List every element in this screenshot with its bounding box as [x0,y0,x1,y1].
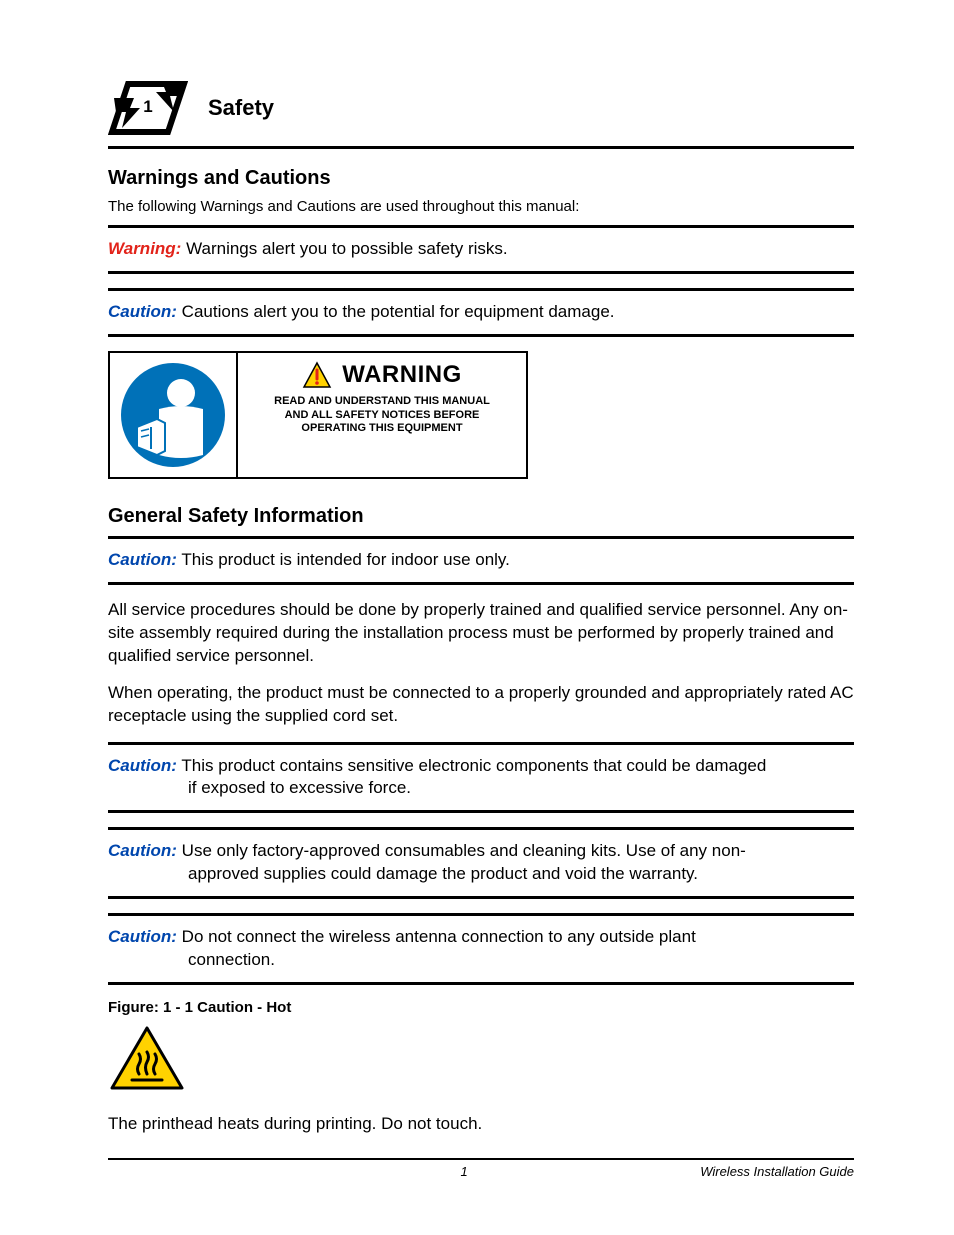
caution-text: Cautions alert you to the potential for … [182,302,615,321]
section-heading-gsi: General Safety Information [108,505,854,528]
caution-text-l2: if exposed to excessive force. [108,777,854,800]
chapter-rule [108,146,854,149]
chapter-header: 1 Safety [108,80,854,136]
caution-antenna-body: Caution: Do not connect the wireless ant… [108,920,854,978]
warning-label: Warning: [108,239,181,258]
hot-surface-triangle-icon [108,1024,186,1094]
page: 1 Safety Warnings and Cautions The follo… [0,0,954,1235]
warn-line3: OPERATING THIS EQUIPMENT [301,422,462,434]
caution-consumables-body: Caution: Use only factory-approved consu… [108,834,854,892]
warn-line1: READ AND UNDERSTAND THIS MANUAL [274,395,490,407]
footer-row: 1 Wireless Installation Guide [108,1164,854,1179]
rule [108,896,854,899]
warning-triangle-icon [302,361,332,389]
caution-antenna: Caution: Do not connect the wireless ant… [108,913,854,985]
caution-label: Caution: [108,550,177,569]
footer-doc-title: Wireless Installation Guide [700,1164,854,1179]
chapter-badge: 1 [108,80,188,136]
warning-panel: WARNING READ AND UNDERSTAND THIS MANUAL … [108,351,528,479]
rule [108,982,854,985]
caution-callout-body: Caution: Cautions alert you to the poten… [108,295,854,330]
caution-label: Caution: [108,756,177,775]
warning-panel-text: READ AND UNDERSTAND THIS MANUAL AND ALL … [274,395,490,436]
section-heading-warnings: Warnings and Cautions [108,167,854,190]
warn-line2: AND ALL SAFETY NOTICES BEFORE [285,409,480,421]
warning-heading-row: WARNING [302,361,462,389]
warnings-intro: The following Warnings and Cautions are … [108,198,854,215]
caution-label: Caution: [108,841,177,860]
footer-rule [108,1158,854,1160]
person-reading-manual-icon [117,359,229,471]
rule [108,288,854,291]
caution-callout: Caution: Cautions alert you to the poten… [108,288,854,337]
rule [108,334,854,337]
warning-text: Warnings alert you to possible safety ri… [186,239,508,258]
caution-indoor-body: Caution: This product is intended for in… [108,543,854,578]
gsi-para2: When operating, the product must be conn… [108,682,854,728]
footer-page-number: 1 [228,1164,700,1179]
caution-hot-icon [108,1024,854,1099]
caution-text: This product is intended for indoor use … [181,550,510,569]
chapter-number: 1 [143,97,152,117]
caution-text-l2: approved supplies could damage the produ… [108,863,854,886]
rule [108,913,854,916]
caution-text-l2: connection. [108,949,854,972]
rule [108,810,854,813]
rule [108,582,854,585]
chapter-title: Safety [208,95,274,121]
warning-callout: Warning: Warnings alert you to possible … [108,225,854,274]
caution-sensitive-body: Caution: This product contains sensitive… [108,749,854,807]
rule [108,742,854,745]
warning-panel-right: WARNING READ AND UNDERSTAND THIS MANUAL … [238,353,526,477]
caution-label: Caution: [108,302,177,321]
read-manual-icon [110,353,238,477]
page-footer: 1 Wireless Installation Guide [108,1158,854,1179]
gsi-para1: All service procedures should be done by… [108,599,854,668]
caution-text-l1: Use only factory-approved consumables an… [182,841,746,860]
warning-panel-heading: WARNING [342,361,462,389]
caution-text-l1: This product contains sensitive electron… [181,756,766,775]
caution-indoor: Caution: This product is intended for in… [108,536,854,585]
caution-sensitive: Caution: This product contains sensitive… [108,742,854,814]
caution-label: Caution: [108,927,177,946]
rule [108,225,854,228]
caution-text-l1: Do not connect the wireless antenna conn… [182,927,696,946]
figure-caption: Figure: 1 - 1 Caution - Hot [108,999,854,1016]
caution-consumables: Caution: Use only factory-approved consu… [108,827,854,899]
rule [108,827,854,830]
hot-text: The printhead heats during printing. Do … [108,1113,854,1136]
rule [108,536,854,539]
rule [108,271,854,274]
warning-callout-body: Warning: Warnings alert you to possible … [108,232,854,267]
